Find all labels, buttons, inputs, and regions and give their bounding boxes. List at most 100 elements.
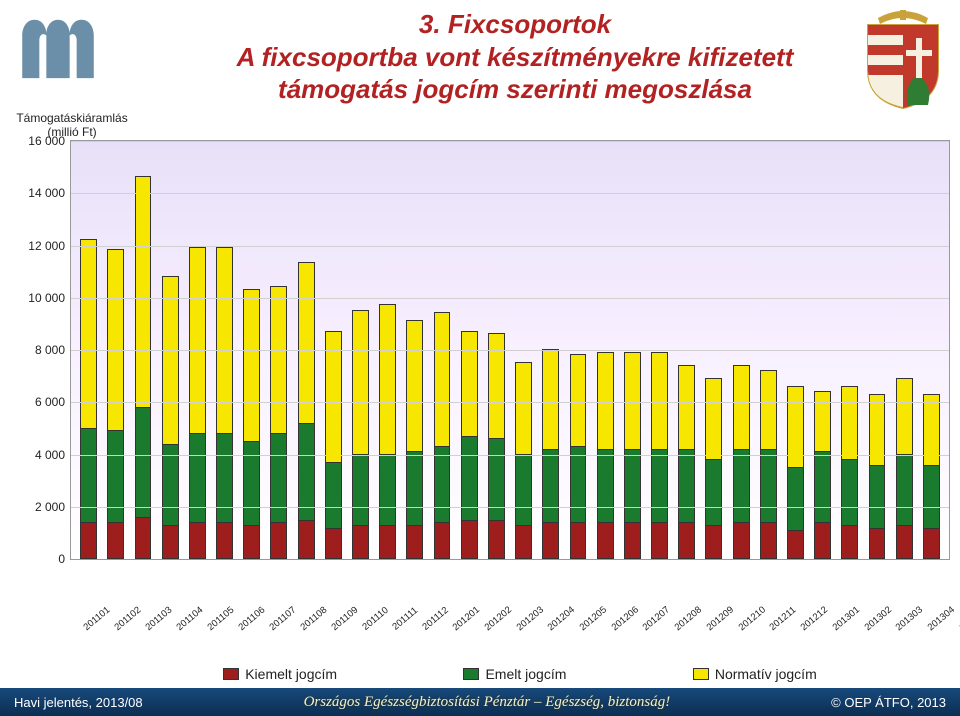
footer-right: © OEP ÁTFO, 2013 — [831, 695, 946, 710]
bar-segment — [379, 304, 396, 454]
stacked-bar — [107, 249, 124, 559]
stacked-bar — [760, 370, 777, 559]
bar-segment — [135, 517, 152, 559]
bar-segment — [705, 459, 722, 525]
bar-segment — [624, 352, 641, 449]
y-tick-label: 6 000 — [35, 395, 65, 409]
bar-segment — [570, 354, 587, 446]
bar-segment — [434, 446, 451, 522]
bar-segment — [624, 449, 641, 523]
bar-segment — [434, 522, 451, 559]
stacked-bar — [869, 394, 886, 559]
legend-swatch — [693, 668, 709, 680]
bar-segment — [162, 444, 179, 525]
bar-segment — [841, 525, 858, 559]
bar-segment — [216, 247, 233, 433]
bar-segment — [923, 528, 940, 560]
grid-line — [71, 350, 949, 351]
grid-line — [71, 402, 949, 403]
bar-segment — [678, 449, 695, 523]
stacked-bar — [705, 378, 722, 559]
y-tick-label: 8 000 — [35, 343, 65, 357]
stacked-bar — [325, 331, 342, 559]
bar-segment — [896, 454, 913, 525]
bar-segment — [406, 451, 423, 525]
title-line-1: 3. Fixcsoportok — [180, 8, 850, 41]
bar-segment — [814, 522, 831, 559]
bar-segment — [678, 522, 695, 559]
grid-line — [71, 455, 949, 456]
bar-segment — [814, 391, 831, 451]
bar-segment — [597, 352, 614, 449]
bar-segment — [542, 349, 559, 449]
legend-item: Kiemelt jogcím — [223, 666, 337, 682]
stacked-bar — [515, 362, 532, 559]
bar-segment — [107, 522, 124, 559]
bar-segment — [135, 407, 152, 517]
bar-segment — [597, 449, 614, 523]
y-tick-label: 14 000 — [28, 186, 65, 200]
stacked-bar — [80, 239, 97, 559]
legend-swatch — [463, 668, 479, 680]
stacked-bar — [488, 333, 505, 559]
grid-line — [71, 507, 949, 508]
bar-segment — [379, 525, 396, 559]
bar-segment — [243, 441, 260, 525]
bar-segment — [434, 312, 451, 446]
bar-segment — [461, 520, 478, 559]
footer-bar: Havi jelentés, 2013/08 Országos Egészség… — [0, 688, 960, 716]
y-tick-label: 0 — [58, 552, 65, 566]
y-tick-label: 10 000 — [28, 291, 65, 305]
bar-segment — [406, 525, 423, 559]
bar-segment — [896, 525, 913, 559]
stacked-bar — [733, 365, 750, 559]
bar-segment — [352, 454, 369, 525]
stacked-bar — [243, 289, 260, 559]
bar-segment — [270, 286, 287, 433]
legend-item: Normatív jogcím — [693, 666, 817, 682]
grid-line — [71, 193, 949, 194]
bar-segment — [80, 428, 97, 523]
bar-segment — [814, 451, 831, 522]
stacked-bar — [896, 378, 913, 559]
title-line-3: támogatás jogcím szerinti megoszlása — [180, 73, 850, 106]
x-axis-ticks: 2011012011022011032011042011052011062011… — [70, 610, 950, 660]
bar-segment — [216, 522, 233, 559]
bar-segment — [515, 362, 532, 454]
bar-segment — [270, 433, 287, 522]
bar-segment — [651, 522, 668, 559]
bar-segment — [243, 289, 260, 441]
legend-swatch — [223, 668, 239, 680]
title-line-2: A fixcsoportba vont készítményekre kifiz… — [180, 41, 850, 74]
bar-segment — [379, 454, 396, 525]
bar-segment — [542, 449, 559, 523]
bar-segment — [760, 522, 777, 559]
stacked-bar — [841, 386, 858, 559]
bar-segment — [406, 320, 423, 451]
bar-segment — [488, 520, 505, 559]
bar-segment — [841, 459, 858, 525]
stacked-bar — [379, 304, 396, 559]
y-tick-label: 2 000 — [35, 500, 65, 514]
bar-segment — [80, 522, 97, 559]
bar-segment — [162, 276, 179, 444]
legend-item: Emelt jogcím — [463, 666, 566, 682]
org-logo — [18, 12, 98, 82]
bar-segment — [651, 449, 668, 523]
y-tick-label: 12 000 — [28, 239, 65, 253]
bar-segment — [923, 465, 940, 528]
footer-center: Országos Egészségbiztosítási Pénztár – E… — [304, 694, 671, 711]
bar-segment — [135, 176, 152, 407]
y-tick-label: 16 000 — [28, 134, 65, 148]
bar-segment — [705, 525, 722, 559]
stacked-bar — [298, 262, 315, 559]
bar-segment — [80, 239, 97, 428]
bar-segment — [325, 462, 342, 528]
bar-segment — [869, 465, 886, 528]
bar-segment — [597, 522, 614, 559]
bar-segment — [352, 525, 369, 559]
bar-segment — [515, 525, 532, 559]
bar-segment — [461, 331, 478, 436]
stacked-bar — [787, 386, 804, 559]
bar-segment — [896, 378, 913, 454]
